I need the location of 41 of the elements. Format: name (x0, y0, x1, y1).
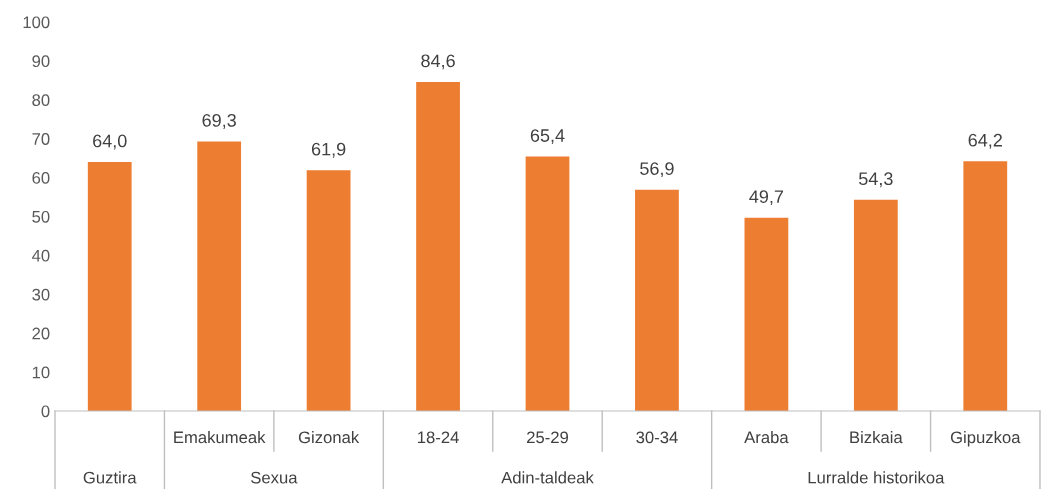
text: Guztira (83, 471, 137, 484)
data-label: 61,9 (311, 142, 346, 158)
y-tick-label: 10 (32, 366, 50, 379)
x-tick-label: Gipuzkoa (950, 431, 1021, 447)
y-tick-label: 40 (31, 249, 50, 262)
bar (197, 141, 242, 411)
bar (416, 81, 460, 411)
y-tick-label: 80 (32, 94, 50, 106)
data-label: 64,2 (968, 133, 1002, 149)
bar (306, 170, 351, 411)
y-tick-label: 0 (41, 405, 50, 418)
data-label: 65,4 (530, 129, 565, 145)
bar (744, 217, 789, 411)
x-tick-label: Gizonak (298, 431, 360, 444)
data-label: 56,9 (640, 162, 674, 178)
x-tick-label: 18-24 (418, 431, 459, 444)
x-tick-label: 30-34 (636, 431, 678, 444)
bar (635, 189, 679, 411)
x-tick-label: Bizkaia (850, 431, 903, 444)
text: Adin-taldeak (501, 471, 594, 484)
data-label: 49,7 (749, 190, 784, 206)
data-label: 64,0 (93, 134, 127, 150)
bar (525, 156, 570, 411)
y-tick-label: 100 (23, 16, 50, 29)
y-tick-label: 30 (32, 288, 50, 301)
x-tick-label: Emakumeak (174, 431, 266, 444)
data-label: 54,3 (858, 172, 893, 188)
text: Sexua (251, 471, 298, 484)
bar (963, 161, 1008, 411)
y-tick-label: 70 (32, 133, 50, 145)
y-tick-label: 60 (32, 172, 50, 184)
data-label: 69,3 (202, 113, 236, 129)
bar (87, 162, 132, 411)
data-label: 84,6 (421, 54, 455, 70)
bar (853, 199, 898, 411)
y-tick-label: 20 (32, 327, 50, 340)
y-tick-label: 50 (32, 210, 50, 223)
x-tick-label: 25-29 (527, 431, 569, 444)
y-tick-label: 90 (32, 55, 50, 68)
x-tick-label: Araba (744, 431, 789, 444)
text: Lurralde historikoa (808, 471, 945, 484)
